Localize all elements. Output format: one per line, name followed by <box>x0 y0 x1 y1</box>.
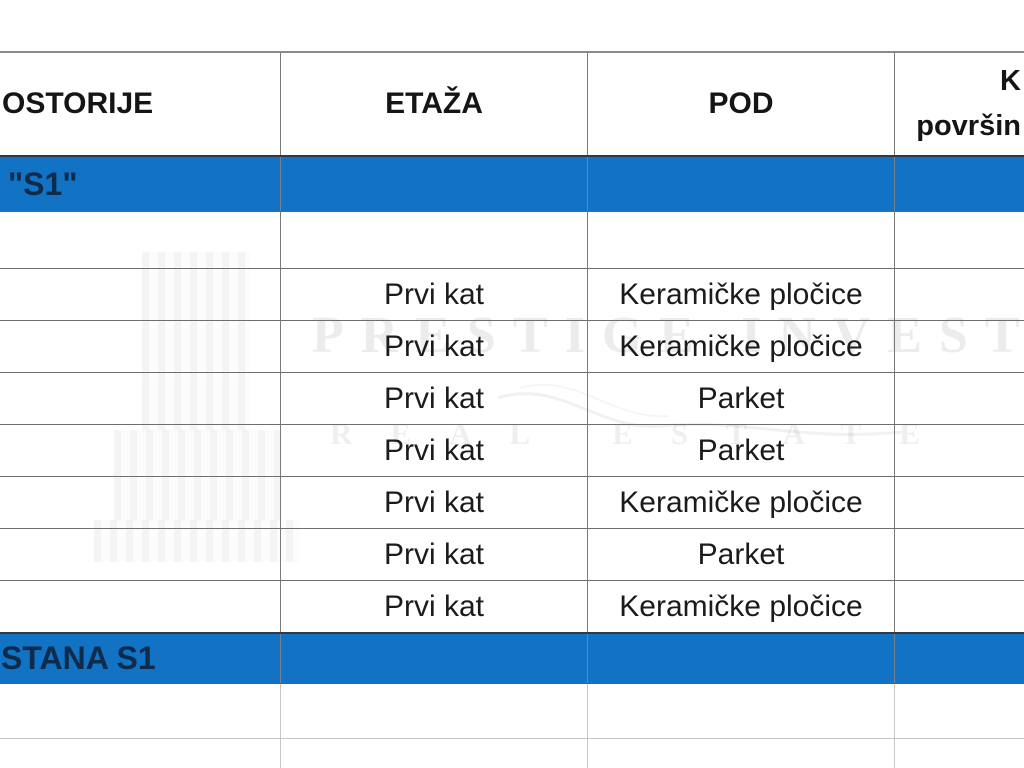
table-row: Prvi kat Keramičke pločice <box>0 476 1024 528</box>
cell-etaza: Prvi kat <box>281 425 588 476</box>
table-row: Prvi kat Parket <box>0 424 1024 476</box>
spacer-row <box>0 683 1024 738</box>
table-row: Prvi kat Keramičke pločice <box>0 320 1024 372</box>
empty-cell <box>895 739 1024 768</box>
column-header-povrsina-line1: K <box>1000 65 1021 98</box>
empty-cell <box>281 212 588 268</box>
column-header-povrsina-line2: površin <box>916 110 1021 142</box>
empty-cell <box>588 157 895 211</box>
empty-cell <box>895 684 1024 738</box>
column-header-povrsina: K površin <box>895 53 1024 155</box>
cell-pod: Parket <box>588 425 895 476</box>
empty-cell <box>895 477 1024 528</box>
empty-cell <box>895 212 1024 268</box>
cell-pod: Parket <box>588 373 895 424</box>
cell-pod: Keramičke pločice <box>588 321 895 372</box>
section-row-s1: "S1" <box>0 155 1024 211</box>
empty-cell <box>588 634 895 683</box>
cell-etaza: Prvi kat <box>281 477 588 528</box>
cell-etaza: Prvi kat <box>281 373 588 424</box>
empty-cell <box>0 581 281 632</box>
empty-cell <box>895 529 1024 580</box>
empty-cell <box>281 157 588 211</box>
empty-cell <box>0 739 281 768</box>
empty-cell <box>588 212 895 268</box>
empty-cell <box>0 269 281 320</box>
spacer-row-partial <box>0 738 1024 768</box>
empty-cell <box>281 739 588 768</box>
column-header-pod: POD <box>588 53 895 155</box>
empty-cell <box>0 477 281 528</box>
column-header-prostorije: OSTORIJE <box>0 53 281 155</box>
empty-cell <box>281 684 588 738</box>
spacer-row <box>0 211 1024 268</box>
empty-cell <box>588 684 895 738</box>
cell-pod: Parket <box>588 529 895 580</box>
empty-cell <box>0 425 281 476</box>
table-row: Prvi kat Parket <box>0 372 1024 424</box>
empty-cell <box>0 212 281 268</box>
empty-cell <box>895 581 1024 632</box>
table: OSTORIJE ETAŽA POD K površin "S1" Prvi k… <box>0 51 1024 768</box>
empty-cell <box>0 373 281 424</box>
cell-pod: Keramičke pločice <box>588 269 895 320</box>
empty-cell <box>588 739 895 768</box>
section-row-total: STANA S1 <box>0 632 1024 683</box>
empty-cell <box>0 529 281 580</box>
cell-pod: Keramičke pločice <box>588 477 895 528</box>
table-row: Prvi kat Keramičke pločice <box>0 580 1024 632</box>
empty-cell <box>895 425 1024 476</box>
empty-cell <box>281 634 588 683</box>
column-header-etaza: ETAŽA <box>281 53 588 155</box>
empty-cell <box>895 157 1024 211</box>
cell-etaza: Prvi kat <box>281 269 588 320</box>
empty-cell <box>0 684 281 738</box>
header-row: OSTORIJE ETAŽA POD K površin <box>0 51 1024 155</box>
table-row: Prvi kat Parket <box>0 528 1024 580</box>
cell-etaza: Prvi kat <box>281 581 588 632</box>
empty-cell <box>0 321 281 372</box>
empty-cell <box>895 634 1024 683</box>
cell-pod: Keramičke pločice <box>588 581 895 632</box>
section-label-total: STANA S1 <box>0 634 281 683</box>
empty-cell <box>895 269 1024 320</box>
cell-etaza: Prvi kat <box>281 529 588 580</box>
section-label-s1: "S1" <box>0 157 281 211</box>
table-row: Prvi kat Keramičke pločice <box>0 268 1024 320</box>
empty-cell <box>895 321 1024 372</box>
empty-cell <box>895 373 1024 424</box>
cell-etaza: Prvi kat <box>281 321 588 372</box>
